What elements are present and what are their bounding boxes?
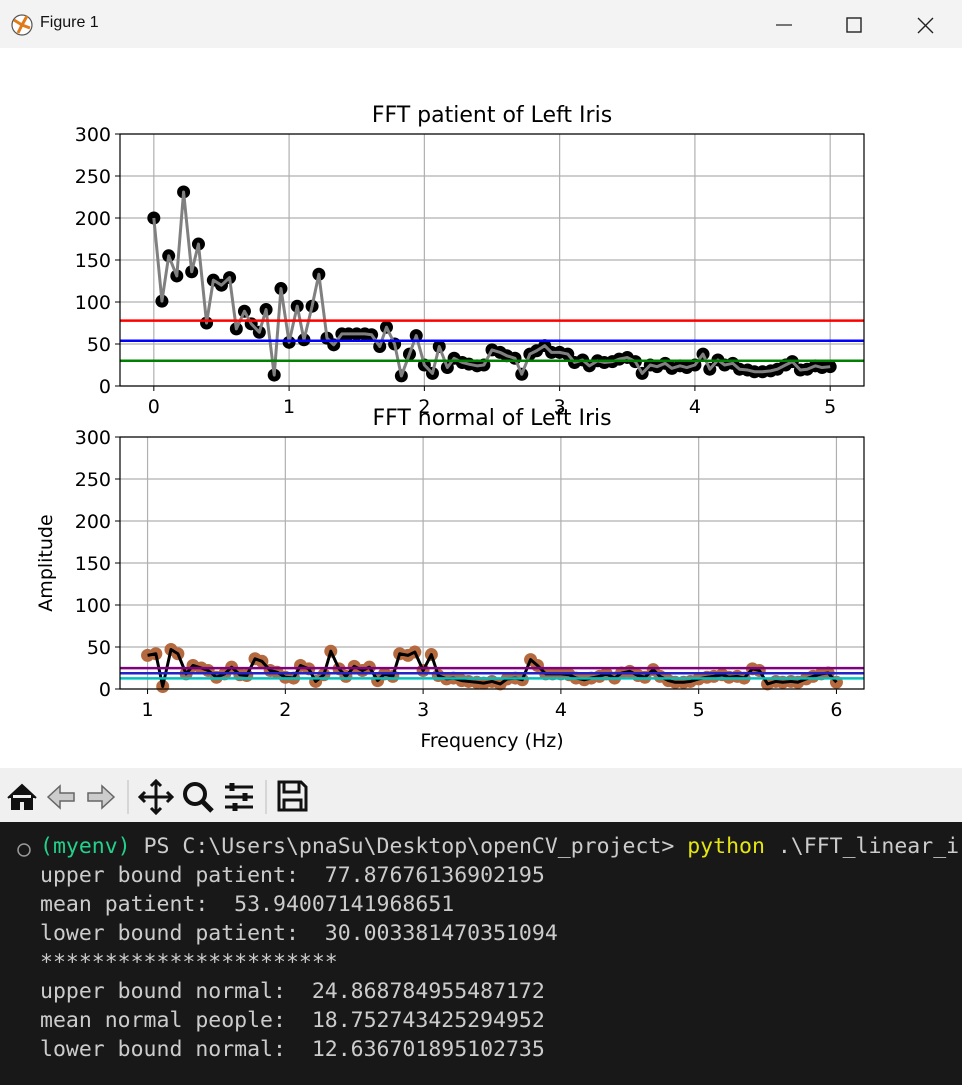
app-icon-rays — [13, 15, 31, 34]
prompt-path: PS C:\Users\pnaSu\Desktop\openCV_project… — [143, 834, 675, 859]
zoom-button[interactable] — [183, 782, 207, 806]
x-tick-label: 1 — [283, 396, 295, 418]
x-tick-label: 3 — [417, 699, 429, 721]
terminal-output-line: mean patient: 53.94007141968651 — [40, 892, 455, 917]
x-tick-label: 0 — [148, 396, 160, 418]
configure-button[interactable] — [225, 785, 253, 809]
x-tick-label: 1 — [142, 699, 154, 721]
x-axis-label: Frequency (Hz) — [420, 730, 563, 752]
title-bar: Figure 1 — [0, 0, 962, 48]
prompt-env: (myenv) — [40, 834, 131, 859]
back-button[interactable] — [46, 784, 75, 810]
y-tick-label: 50 — [87, 334, 111, 356]
series-line — [147, 648, 838, 688]
x-tick-label: 5 — [693, 699, 705, 721]
window-title: Figure 1 — [40, 14, 99, 31]
marker — [147, 211, 161, 225]
y-tick-label: 100 — [75, 595, 111, 617]
marker — [823, 360, 837, 374]
terminal-output-line: lower bound normal: 12.636701895102735 — [40, 1037, 545, 1062]
x-tick-label: 5 — [824, 396, 836, 418]
y-axis-label: Amplitude — [35, 514, 57, 611]
title-bar-icons — [11, 14, 934, 36]
home-button[interactable] — [7, 783, 37, 810]
pan-button[interactable] — [137, 778, 175, 816]
prompt-marker — [17, 843, 31, 857]
terminal-output-line: *********************** — [40, 950, 338, 975]
figure-window: Figure 1 0 1 2 3 4 5 0 50 100 150 200 250 300 FFT pat… — [0, 0, 962, 822]
prompt-line: (myenv) PS C:\Users\pnaSu\Desktop\openCV… — [40, 834, 959, 859]
y-tick-label: 200 — [75, 511, 111, 533]
chart-title: FFT normal of Left Iris — [372, 406, 611, 431]
forward-button[interactable] — [87, 784, 116, 810]
y-tick-label: 0 — [99, 376, 111, 398]
close-button[interactable] — [917, 17, 934, 34]
y-tick-label: 0 — [99, 679, 111, 701]
y-tick-label: 300 — [75, 427, 111, 449]
y-tick-label: 150 — [75, 553, 111, 575]
x-tick-label: 4 — [689, 396, 701, 418]
terminal-output-line: lower bound patient: 30.003381470351094 — [40, 921, 558, 946]
save-button[interactable] — [277, 780, 308, 812]
terminal: (myenv) PS C:\Users\pnaSu\Desktop\openCV… — [0, 822, 962, 1085]
command-args: .\FFT_linear_i — [777, 834, 960, 859]
plot-frame — [119, 436, 865, 690]
zoom-handle — [200, 799, 214, 813]
x-tick-label: 2 — [279, 699, 291, 721]
terminal-output-line: mean normal people: 18.752743425294952 — [40, 1008, 545, 1033]
x-tick-label: 3 — [554, 396, 566, 418]
y-tick-label: 300 — [75, 124, 111, 146]
chart-title: FFT patient of Left Iris — [372, 103, 612, 128]
terminal-output-line: upper bound normal: 24.868784955487172 — [40, 979, 545, 1004]
x-tick-label: 6 — [830, 699, 842, 721]
maximize-button[interactable] — [846, 17, 862, 33]
y-tick-label: 100 — [75, 292, 111, 314]
y-tick-label: 150 — [75, 250, 111, 272]
configure-sliders — [229, 783, 248, 811]
y-tick-label: 50 — [87, 637, 111, 659]
x-tick-label: 2 — [418, 396, 430, 418]
command: python — [687, 834, 765, 859]
terminal-output-line: upper bound patient: 77.87676136902195 — [40, 863, 545, 888]
x-tick-label: 4 — [555, 699, 567, 721]
y-tick-label: 250 — [75, 469, 111, 491]
plot-frame — [119, 133, 865, 387]
y-tick-label: 200 — [75, 208, 111, 230]
toolbar-icons — [7, 778, 308, 816]
toolbar — [0, 768, 962, 822]
y-tick-label: 250 — [75, 166, 111, 188]
